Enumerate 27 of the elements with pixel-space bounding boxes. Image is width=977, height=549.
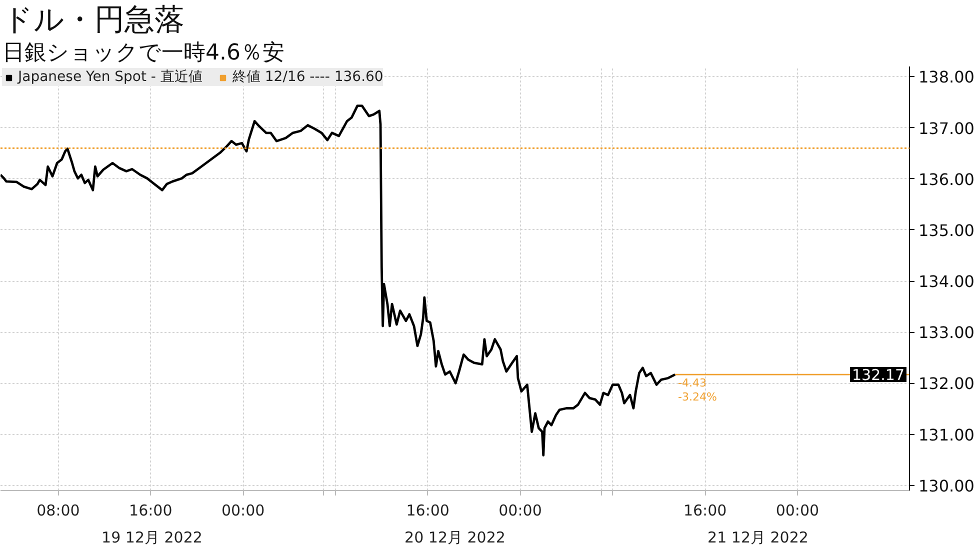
x-tick-label: 00:00 xyxy=(498,502,542,520)
x-tick-label: 00:00 xyxy=(221,502,265,520)
x-tick-label: 00:00 xyxy=(776,502,820,520)
legend-label: Japanese Yen Spot - 直近値 xyxy=(18,68,202,86)
y-tick-label: 134.00 xyxy=(918,272,974,292)
y-tick-label: 137.00 xyxy=(918,118,974,138)
y-tick-label: 135.00 xyxy=(918,220,974,240)
y-tick-label: 132.00 xyxy=(918,374,974,394)
y-tick-label: 133.00 xyxy=(918,323,974,342)
y-tick-label: 130.00 xyxy=(918,476,974,496)
legend-label: 終値 12/16 ---- 136.60 xyxy=(232,68,384,86)
chart-title: ドル・円急落 xyxy=(2,2,184,38)
y-tick-label: 131.00 xyxy=(918,425,974,444)
line-series xyxy=(0,104,676,456)
annotation: -4.43 xyxy=(678,376,706,390)
x-tick-label: 16:00 xyxy=(129,502,172,520)
y-tick-label: 138.00 xyxy=(918,68,974,87)
x-tick-label: 16:00 xyxy=(683,502,727,520)
text: 21 12月 2022 xyxy=(708,528,808,546)
y-tick-label: 136.00 xyxy=(918,170,974,189)
chart-subtitle: 日銀ショックで一時4.6％安 xyxy=(2,40,284,66)
x-tick-label: 08:00 xyxy=(36,502,80,520)
x-tick-label: 16:00 xyxy=(406,502,450,520)
text: 20 12月 2022 xyxy=(404,528,506,546)
text: 19 12月 2022 xyxy=(102,528,202,546)
annotation: -3.24% xyxy=(678,390,717,404)
ref-line-label: 132.17 xyxy=(852,366,905,384)
